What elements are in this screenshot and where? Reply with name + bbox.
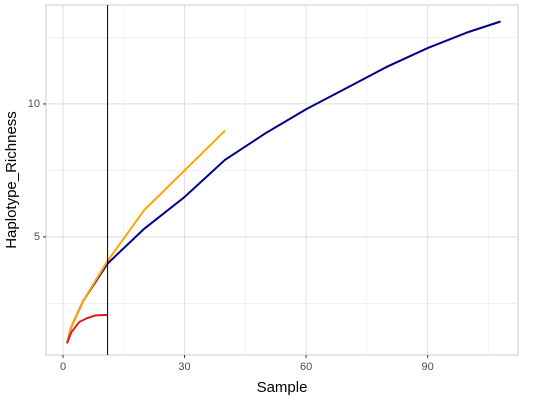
x-axis-title: Sample: [257, 379, 308, 396]
y-tick-label: 5: [34, 231, 40, 243]
panel: [45, 4, 519, 356]
y-axis-title: Haplotype_Richness: [3, 111, 20, 249]
x-tick-label: 30: [178, 361, 190, 373]
x-tick-label: 60: [300, 361, 312, 373]
y-tick-label: 10: [28, 98, 40, 110]
x-tick-label: 0: [60, 361, 66, 373]
x-tick-label: 90: [422, 361, 434, 373]
series-line: [66, 313, 108, 344]
